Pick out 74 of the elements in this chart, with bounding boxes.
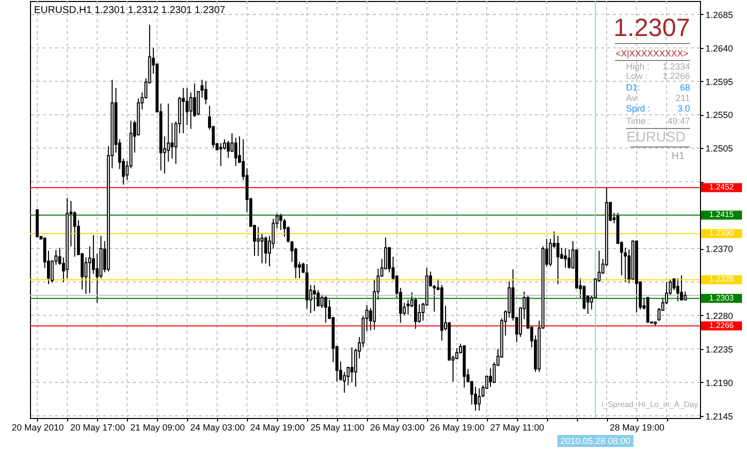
annotation: 1.2266 <box>662 71 690 81</box>
annotation: Time : <box>626 116 651 126</box>
candlestick <box>418 304 421 324</box>
x-tick-label: 20 May 17:00 <box>70 422 125 432</box>
candlestick <box>432 284 436 312</box>
x-tick-label: 28 May 19:00 <box>610 422 664 432</box>
annotation: 211 <box>676 93 690 103</box>
y-tick-label: 1.2190 <box>706 378 734 388</box>
candlestick <box>279 213 282 230</box>
annotation: High : <box>626 62 650 72</box>
annotation: <X|XXXXXXXXX> <box>616 48 688 58</box>
candlestick <box>564 248 567 268</box>
candlestick <box>624 247 627 282</box>
x-tick-label: 24 May 19:00 <box>250 422 305 432</box>
x-tick-label: 21 May 09:00 <box>130 422 185 432</box>
candlestick <box>189 92 192 130</box>
x-tick-label: 24 May 03:00 <box>190 422 245 432</box>
candlestick <box>256 226 260 256</box>
candlestick <box>264 236 268 264</box>
ref-line-label: 1.2390 <box>709 228 734 238</box>
y-tick-label: 1.2145 <box>706 411 734 422</box>
annotation: Sprd : <box>626 104 650 114</box>
candlestick <box>182 87 185 134</box>
candlestick <box>676 278 680 302</box>
x-tick-label: 26 May 03:00 <box>370 422 425 432</box>
annotation: EURUSD <box>626 128 686 144</box>
y-tick-label: 1.2370 <box>706 244 734 254</box>
candlestick <box>478 388 481 412</box>
candlestick <box>260 232 264 264</box>
x-tick-label: 20 May 2010 <box>12 422 64 432</box>
candlestick <box>204 80 208 105</box>
candlestick <box>88 246 92 294</box>
ref-line-label: 1.2452 <box>709 182 734 192</box>
annotation: H1 <box>672 151 685 162</box>
y-tick-label: 1.2640 <box>706 43 734 54</box>
y-tick-label: 1.2280 <box>706 310 734 321</box>
annotation: 1.2334 <box>662 62 690 72</box>
annotation: D1: <box>626 82 640 92</box>
candlestick <box>219 142 222 167</box>
annotation: Av: <box>626 93 639 103</box>
ref-line-label: 1.2415 <box>709 210 734 220</box>
annotation: 49:47 <box>667 116 690 126</box>
y-tick-label: 1.2685 <box>706 10 734 20</box>
y-tick-label: 1.2550 <box>706 110 734 120</box>
y-tick-label: 1.2505 <box>706 144 734 154</box>
y-tick-label: 1.2235 <box>706 344 734 354</box>
candlestick <box>324 296 328 324</box>
annotation: 3.0 <box>677 104 690 114</box>
candlestick <box>350 346 354 383</box>
candlestick <box>170 122 174 160</box>
annotation: 68 <box>680 82 690 92</box>
annotation: Low : <box>626 71 648 81</box>
candlestick <box>680 274 684 302</box>
ref-line-label: 1.2328 <box>709 274 734 284</box>
candlestick <box>312 284 316 312</box>
ref-line-label: 1.2266 <box>709 320 734 330</box>
candlestick <box>488 368 492 388</box>
annotation: 1.2307 <box>614 14 690 42</box>
candlestick <box>556 235 560 285</box>
x-tick-label: 25 May 11:00 <box>310 422 364 432</box>
candlestick <box>234 137 238 167</box>
candlestick <box>568 248 571 270</box>
candlestick <box>320 294 324 308</box>
candlestick <box>455 348 458 360</box>
x-tick-label: 2010.05.28 08:00 <box>560 436 630 446</box>
candlestick <box>166 103 170 162</box>
x-tick-label: 27 May 11:00 <box>490 422 544 432</box>
chart-title: EURUSD,H1 1.2301 1.2312 1.2301 1.2307 <box>34 5 226 16</box>
candlestick <box>406 299 410 316</box>
y-tick-label: 1.2595 <box>706 76 734 87</box>
annotation: i_Spread_Hi_Lo_in_A_Day <box>601 400 698 409</box>
candlestick <box>226 140 230 158</box>
ref-line-label: 1.2303 <box>709 293 734 302</box>
x-tick-label: 26 May 19:00 <box>430 422 485 432</box>
